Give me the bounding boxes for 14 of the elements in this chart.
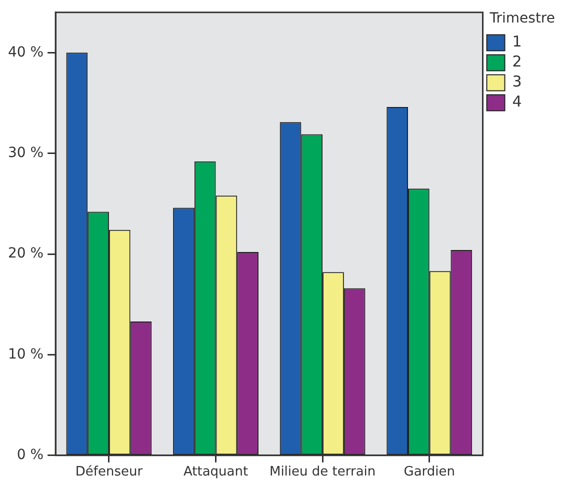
legend-label: 3 [512,72,522,91]
x-tick-label: Milieu de terrain [269,464,376,480]
y-tick-label: 0 % [16,447,44,464]
y-tick-label: 20 % [8,246,44,262]
y-tick-label: 10 % [8,346,44,362]
x-tick-label: Attaquant [183,464,248,480]
legend-title: Trimestre [488,10,556,27]
y-tick-label: 30 % [8,144,44,161]
legend-label: 1 [512,32,522,51]
x-tick-label: Gardien [404,464,455,480]
legend-label: 4 [512,92,522,111]
y-tick-label: 40 % [8,44,44,60]
x-tick-label: Défenseur [75,464,144,480]
legend-label: 2 [512,52,522,71]
